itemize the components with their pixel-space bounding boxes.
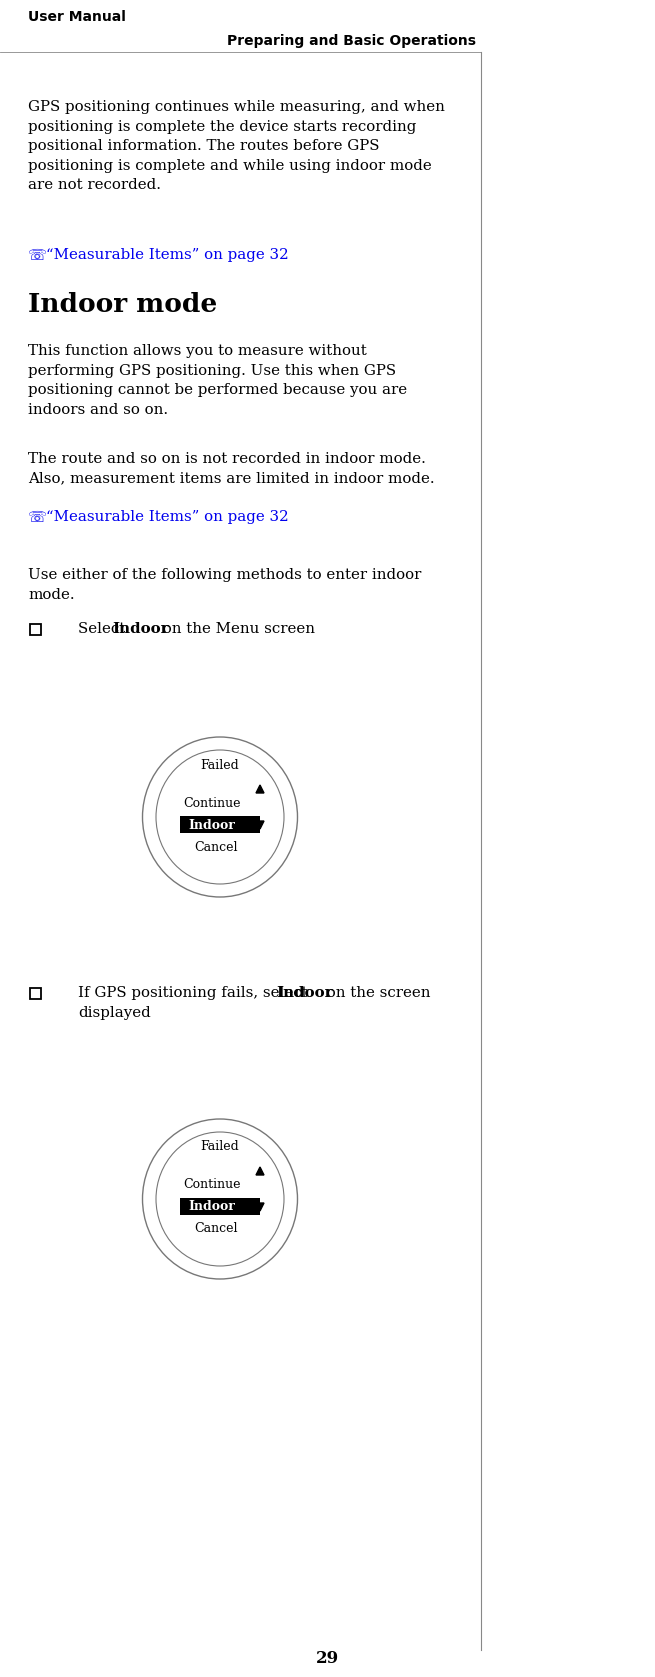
- Text: Failed: Failed: [200, 1140, 239, 1154]
- Bar: [180, 1197, 260, 1216]
- Text: “Measurable Items” on page 32: “Measurable Items” on page 32: [46, 248, 289, 262]
- Text: on the Menu screen: on the Menu screen: [158, 622, 315, 636]
- Bar: [30, 988, 41, 999]
- Text: Indoor: Indoor: [276, 986, 333, 999]
- Polygon shape: [256, 785, 264, 793]
- Text: Continue: Continue: [183, 1179, 241, 1191]
- Text: 29: 29: [316, 1650, 339, 1667]
- Text: Cancel: Cancel: [195, 840, 238, 854]
- Polygon shape: [256, 1202, 264, 1211]
- Bar: [180, 817, 260, 833]
- Text: User Manual: User Manual: [28, 10, 126, 23]
- Text: Continue: Continue: [183, 797, 241, 810]
- Text: Select: Select: [78, 622, 130, 636]
- Text: GPS positioning continues while measuring, and when
positioning is complete the : GPS positioning continues while measurin…: [28, 101, 445, 191]
- Ellipse shape: [143, 736, 297, 897]
- Text: Use either of the following methods to enter indoor
mode.: Use either of the following methods to e…: [28, 569, 421, 602]
- Text: “Measurable Items” on page 32: “Measurable Items” on page 32: [46, 510, 289, 523]
- Text: ☏: ☏: [28, 248, 47, 263]
- Text: Indoor: Indoor: [189, 1201, 235, 1214]
- Text: Indoor: Indoor: [189, 818, 235, 832]
- Text: Indoor mode: Indoor mode: [28, 292, 217, 317]
- Polygon shape: [256, 1167, 264, 1176]
- Text: Failed: Failed: [200, 758, 239, 771]
- Text: ☏: ☏: [28, 510, 47, 525]
- Bar: [30, 624, 41, 636]
- Text: The route and so on is not recorded in indoor mode.
Also, measurement items are : The route and so on is not recorded in i…: [28, 453, 435, 486]
- Text: This function allows you to measure without
performing GPS positioning. Use this: This function allows you to measure with…: [28, 344, 407, 416]
- Ellipse shape: [143, 1119, 297, 1280]
- Text: If GPS positioning fails, select: If GPS positioning fails, select: [78, 986, 312, 999]
- Text: Preparing and Basic Operations: Preparing and Basic Operations: [227, 34, 476, 49]
- Text: displayed: displayed: [78, 1006, 151, 1020]
- Ellipse shape: [156, 1132, 284, 1266]
- Text: Indoor: Indoor: [112, 622, 168, 636]
- Polygon shape: [256, 822, 264, 828]
- Ellipse shape: [156, 750, 284, 884]
- Text: on the screen: on the screen: [322, 986, 430, 999]
- Text: Cancel: Cancel: [195, 1223, 238, 1236]
